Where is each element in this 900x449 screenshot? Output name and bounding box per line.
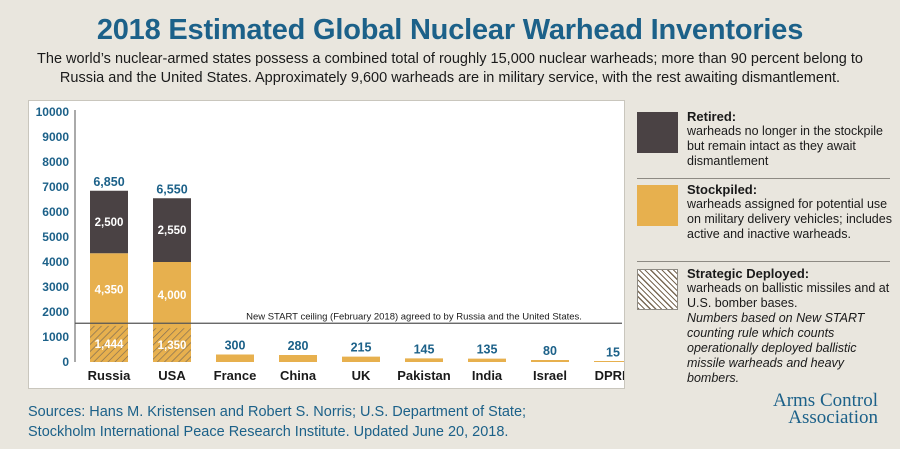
x-tick-label: India [472,368,503,383]
x-tick-label: China [280,368,317,383]
x-tick-label: DPRK [595,368,624,383]
x-tick-label: France [214,368,257,383]
legend-swatch-stockpiled [637,185,678,226]
bar-stockpiled [405,358,443,362]
bar-retired [90,190,128,254]
data-label-total: 15 [606,346,620,360]
data-label-total: 215 [351,341,372,355]
data-label-retired: 2,500 [95,217,124,229]
new-start-ceiling-label: New START ceiling (February 2018) agreed… [246,311,582,322]
bar-stockpiled [594,361,632,362]
y-tick-label: 6000 [42,205,69,219]
y-tick-label: 10000 [36,105,70,119]
arms-control-association-logo: Arms Control Association [738,390,878,428]
data-label-total: 300 [225,339,246,353]
x-tick-label: UK [352,368,371,383]
data-label-retired: 2,550 [158,225,187,237]
x-tick-label: USA [158,368,186,383]
subtitle-line-1: The world’s nuclear-armed states possess… [37,51,863,67]
y-tick-label: 1000 [42,330,69,344]
bar-stockpiled [342,356,380,362]
legend-retired-title: Retired: [687,109,737,124]
legend-deployed-title: Strategic Deployed: [687,266,810,281]
y-tick-label: 3000 [42,280,69,294]
sources-note: Sources: Hans M. Kristensen and Robert S… [28,402,648,442]
y-tick-label: 5000 [42,230,69,244]
data-label-total: 280 [288,339,309,353]
data-label-total: 80 [543,344,557,358]
chart-subtitle: The world’s nuclear-armed states possess… [20,50,880,88]
data-label-total: 6,850 [93,175,124,189]
y-tick-label: 4000 [42,255,69,269]
legend-deployed-note: Numbers based on New START counting rule… [687,311,865,385]
data-label-total: 145 [414,342,435,356]
bar-deployed [90,325,128,362]
legend-stockpiled-desc: warheads assigned for potential use on m… [687,197,892,241]
sources-line-2: Stockholm International Peace Research I… [28,424,509,440]
legend-divider-1 [637,178,890,179]
legend-swatch-deployed [637,269,678,310]
y-tick-label: 7000 [42,180,69,194]
data-label-deployed: 1,350 [158,340,187,352]
bar-stockpiled [531,360,569,362]
legend-swatch-retired [637,112,678,153]
bar-stockpiled [468,358,506,362]
bar-retired [153,198,191,262]
legend-divider-2 [637,261,890,262]
data-label-stockpiled: 4,350 [95,285,124,297]
bar-deployed [153,328,191,362]
data-label-deployed: 1,444 [95,339,124,351]
bar-stockpiled [279,355,317,362]
chart-title: 2018 Estimated Global Nuclear Warhead In… [96,14,804,46]
data-label-stockpiled: 4,000 [158,290,187,302]
x-tick-label: Russia [88,368,131,383]
bar-stockpiled [216,354,254,362]
y-tick-label: 9000 [42,130,69,144]
x-tick-label: Pakistan [397,368,451,383]
data-label-total: 135 [477,343,498,357]
legend-retired-desc: warheads no longer in the stockpile but … [687,124,883,168]
y-tick-label: 2000 [42,305,69,319]
logo-line-2: Association [788,407,878,428]
y-tick-label: 8000 [42,155,69,169]
subtitle-line-2: Russia and the United States. Approximat… [59,70,841,86]
legend-deployed-desc: warheads on ballistic missiles and at U.… [687,281,890,310]
data-label-total: 6,550 [156,182,187,196]
chart-area: 0 1000 2000 3000 4000 5000 6000 7000 8000 9000 100… [28,100,632,389]
x-tick-label: Israel [533,368,567,383]
y-tick-label: 0 [62,355,69,369]
sources-line-1: Sources: Hans M. Kristensen and Robert S… [28,404,527,420]
legend-stockpiled-title: Stockpiled: [687,182,758,197]
bar-chart: 0 1000 2000 3000 4000 5000 6000 7000 8000 9000 100… [36,105,632,383]
logo-line-1: Arms Control [772,390,878,411]
